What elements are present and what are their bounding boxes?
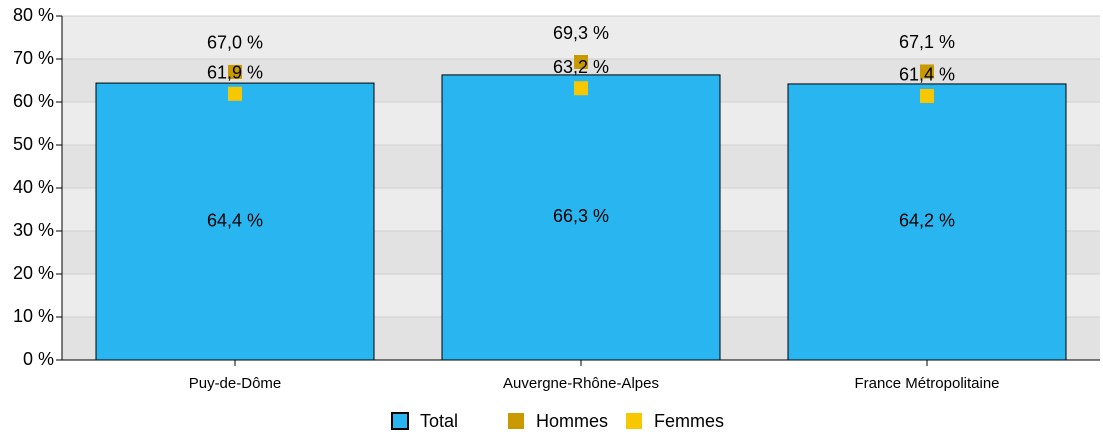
point-value-label: 61,4 %: [899, 65, 955, 85]
bar: [787, 83, 1067, 361]
y-tick-label: 10 %: [13, 306, 54, 326]
y-tick-label: 60 %: [13, 91, 54, 111]
y-tick-label: 30 %: [13, 220, 54, 240]
legend-swatch: [508, 413, 524, 429]
legend-label: Total: [420, 411, 458, 431]
point-value-label: 61,9 %: [207, 63, 263, 83]
point: [574, 81, 588, 96]
point-value-label: 67,1 %: [899, 32, 955, 52]
y-tick-label: 0 %: [23, 349, 54, 369]
x-tick-label: France Métropolitaine: [854, 375, 999, 392]
y-tick-label: 20 %: [13, 263, 54, 283]
legend-swatch: [626, 413, 642, 429]
point-value-label: 69,3 %: [553, 23, 609, 43]
bar: [441, 74, 721, 361]
y-tick-label: 40 %: [13, 177, 54, 197]
x-tick-label: Puy-de-Dôme: [189, 375, 282, 392]
point: [920, 88, 934, 103]
bar-value-label: 64,4 %: [207, 210, 263, 230]
point-value-label: 67,0 %: [207, 33, 263, 53]
y-tick-label: 70 %: [13, 48, 54, 68]
bar: [95, 82, 375, 361]
point: [228, 86, 242, 101]
x-tick-label: Auvergne-Rhône-Alpes: [503, 375, 659, 392]
point: [920, 64, 934, 79]
point: [574, 55, 588, 70]
bar-value-label: 66,3 %: [553, 206, 609, 226]
point-value-label: 63,2 %: [553, 57, 609, 77]
legend-swatch: [391, 412, 409, 430]
bar-value-label: 64,2 %: [899, 211, 955, 231]
y-tick-label: 80 %: [13, 5, 54, 25]
legend-label: Hommes: [536, 411, 608, 431]
legend-label: Femmes: [654, 411, 724, 431]
point: [228, 64, 242, 79]
y-tick-label: 50 %: [13, 134, 54, 154]
